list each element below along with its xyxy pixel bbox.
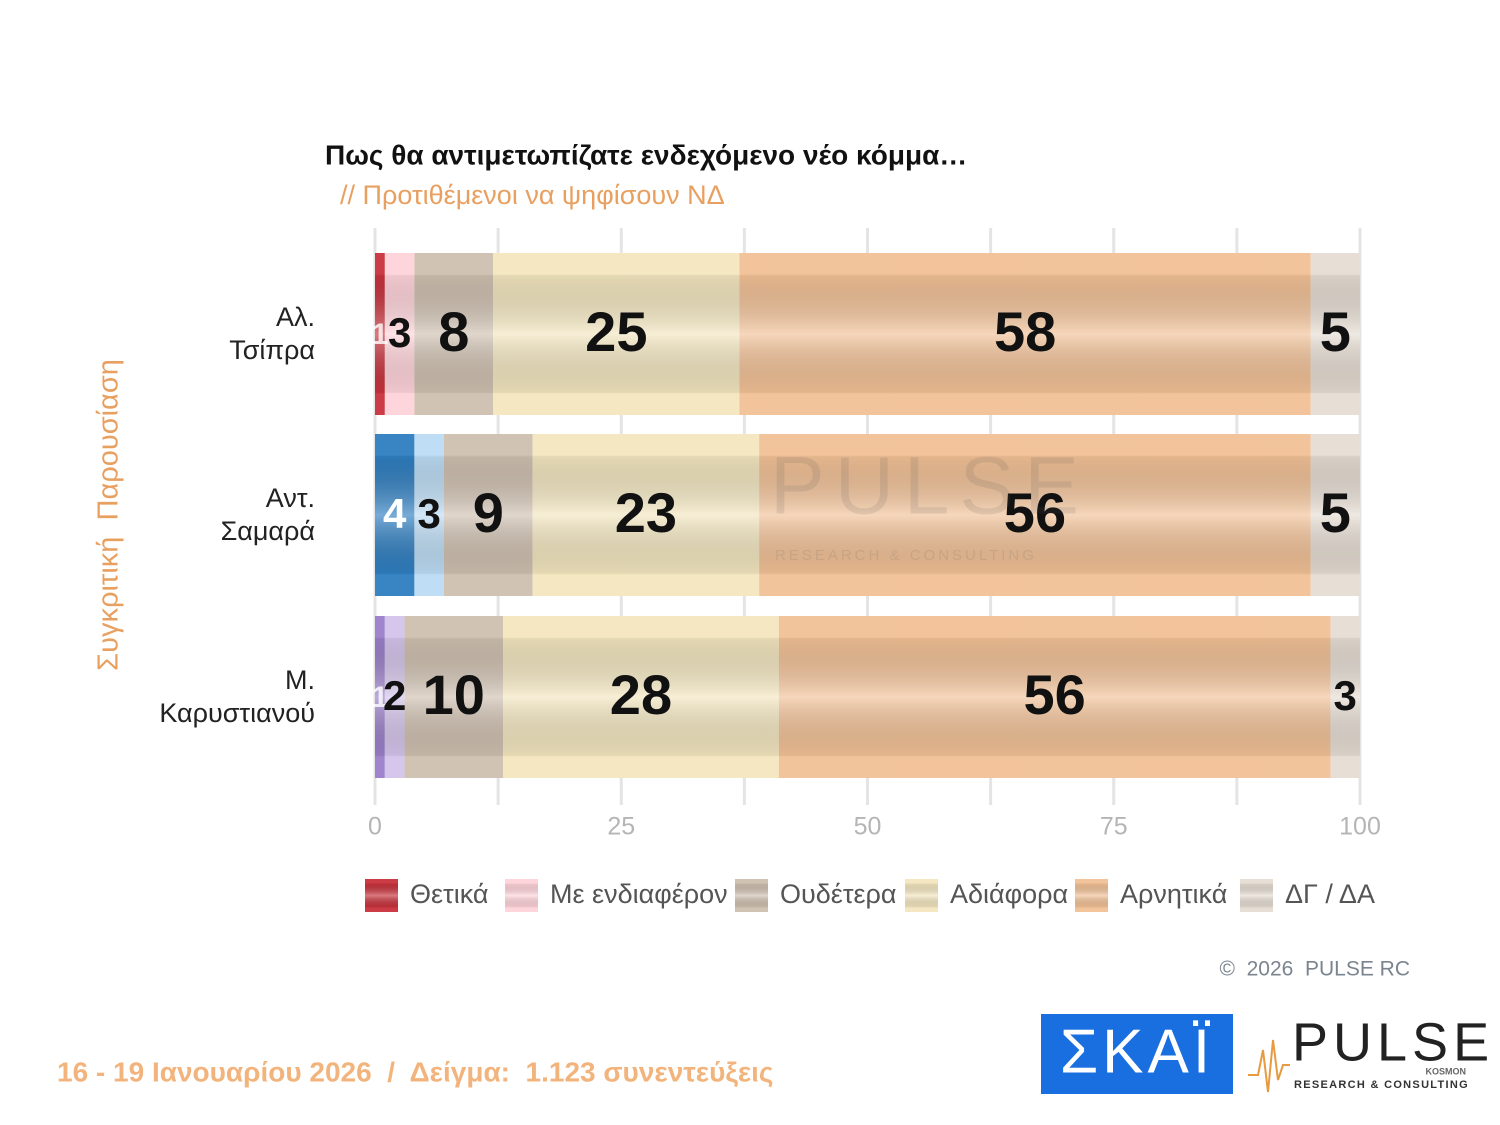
value-label: 5 — [1320, 481, 1351, 544]
pulse-logo-line — [1248, 1039, 1290, 1093]
value-label: 3 — [417, 490, 440, 537]
value-label: 56 — [1024, 663, 1086, 726]
legend-swatch-shine — [905, 879, 938, 912]
x-tick-label: 50 — [854, 813, 882, 841]
value-label: 2 — [383, 672, 406, 719]
x-tick-label: 25 — [607, 813, 635, 841]
copyright: © 2026 PULSE RC — [1219, 958, 1410, 981]
value-label: 56 — [1004, 481, 1066, 544]
y-tick-label: Μ. Καρυστιανού — [159, 665, 315, 728]
legend-swatch-shine — [365, 879, 398, 912]
x-tick-label: 75 — [1100, 813, 1128, 841]
x-tick-label: 100 — [1339, 813, 1381, 841]
value-label: 3 — [388, 309, 411, 356]
pulse-logo: PULSE — [1292, 1012, 1494, 1072]
y-tick-label: Αντ. Σαμαρά — [220, 483, 315, 546]
bar-shine — [375, 253, 1360, 415]
skai-logo: ΣΚΑΪ — [1060, 1017, 1214, 1086]
value-label: 8 — [438, 300, 469, 363]
value-label: 58 — [994, 300, 1056, 363]
legend-swatch-shine — [1240, 879, 1273, 912]
pulse-logo-tagline: RESEARCH & CONSULTING — [1294, 1079, 1469, 1091]
legend-label: Αδιάφορα — [950, 879, 1068, 909]
y-tick-label: Αλ. Τσίπρα — [229, 302, 315, 365]
watermark-tagline: RESEARCH & CONSULTING — [775, 547, 1037, 564]
pulse-logo-small: KOSMON — [1426, 1066, 1467, 1076]
legend-swatch-shine — [1075, 879, 1108, 912]
chart-title: Πως θα αντιμετωπίζατε ενδεχόμενο νέο κόμ… — [325, 139, 967, 170]
legend-swatch-shine — [735, 879, 768, 912]
footer: 16 - 19 Ιανουαρίου 2026 / Δείγμα: 1.123 … — [57, 1056, 773, 1087]
bar-shine — [375, 616, 1360, 778]
bar-shine — [375, 434, 1360, 596]
legend-label: Θετικά — [410, 879, 488, 909]
value-label: 28 — [610, 663, 672, 726]
value-label: 1 — [372, 681, 389, 714]
value-label: 4 — [383, 490, 407, 537]
watermark: PULSE RESEARCH & CONSULTING — [770, 441, 1089, 564]
value-label: 3 — [1334, 672, 1357, 719]
value-label: 5 — [1320, 300, 1351, 363]
legend-swatch-shine — [505, 879, 538, 912]
legend-label: Ουδέτερα — [780, 879, 897, 909]
watermark-name: PULSE — [770, 441, 1089, 532]
legend-label: ΔΓ / ΔΑ — [1285, 879, 1375, 909]
legend-label: Με ενδιαφέρον — [550, 879, 728, 909]
value-label: 23 — [615, 481, 677, 544]
skai-logo-bg — [1041, 1014, 1233, 1094]
y-axis-label: Συγκριτική Παρουσίαση — [93, 359, 125, 671]
value-label: 1 — [372, 318, 389, 351]
legend-label: Αρνητικά — [1120, 879, 1227, 909]
x-tick-label: 0 — [368, 813, 382, 841]
value-label: 9 — [473, 481, 504, 544]
value-label: 25 — [585, 300, 647, 363]
chart-subtitle: // Προτιθέμενοι να ψηφίσουν ΝΔ — [340, 180, 725, 210]
value-label: 10 — [423, 663, 485, 726]
